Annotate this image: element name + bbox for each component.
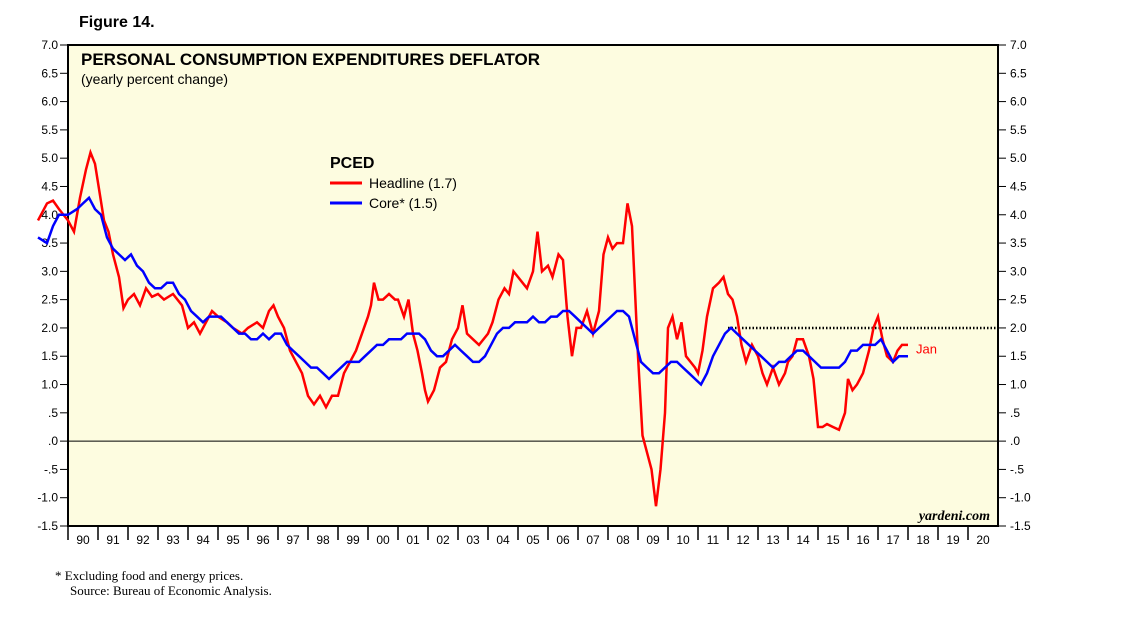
y-tick-label-left: .5 <box>48 406 58 420</box>
y-tick-label-left: -1.5 <box>37 519 58 533</box>
x-tick-label: 09 <box>646 533 660 547</box>
y-tick-label-left: -1.0 <box>37 491 58 505</box>
y-tick-label-right: -.5 <box>1010 462 1024 476</box>
x-tick-label: 98 <box>316 533 330 547</box>
x-tick-label: 03 <box>466 533 480 547</box>
x-tick-label: 91 <box>106 533 120 547</box>
x-tick-label: 95 <box>226 533 240 547</box>
y-tick-label-left: 3.0 <box>41 264 58 278</box>
y-tick-label-right: -1.5 <box>1010 519 1031 533</box>
y-tick-label-right: 7.0 <box>1010 38 1027 52</box>
y-tick-label-left: 7.0 <box>41 38 58 52</box>
x-tick-label: 12 <box>736 533 750 547</box>
y-axis-right: -1.5 -1.0 -.5 .0 .5 1.0 1.5 2.0 2.5 3.0 3.5 4.0 4.5 5… <box>998 38 1031 533</box>
x-tick-label: 18 <box>916 533 930 547</box>
y-tick-label-left: 3.5 <box>41 236 58 250</box>
y-tick-label-right: .0 <box>1010 434 1020 448</box>
x-tick-label: 05 <box>526 533 540 547</box>
y-tick-label-right: 3.0 <box>1010 264 1027 278</box>
y-tick-label-right: 1.5 <box>1010 349 1027 363</box>
y-tick-label-right: 4.5 <box>1010 179 1027 193</box>
x-tick-label: 92 <box>136 533 150 547</box>
y-tick-label-left: 6.0 <box>41 95 58 109</box>
y-tick-label-left: 4.0 <box>41 208 58 222</box>
y-tick-label-left: 2.5 <box>41 293 58 307</box>
x-tick-label: 93 <box>166 533 180 547</box>
y-axis-left: -1.5 -1.0 -.5 .0 .5 1.0 1.5 2.0 2.5 3.0 3.5 4.0 4.5 5… <box>37 38 68 533</box>
y-tick-label-left: 1.0 <box>41 378 58 392</box>
x-tick-label: 04 <box>496 533 510 547</box>
y-tick-label-left: 5.0 <box>41 151 58 165</box>
source-note: Source: Bureau of Economic Analysis. <box>70 583 272 598</box>
y-tick-label-right: 5.0 <box>1010 151 1027 165</box>
y-tick-label-right: 1.0 <box>1010 378 1027 392</box>
y-tick-label-right: 2.0 <box>1010 321 1027 335</box>
y-tick-label-right: 6.0 <box>1010 95 1027 109</box>
x-tick-label: 00 <box>376 533 390 547</box>
y-tick-label-right: 6.5 <box>1010 66 1027 80</box>
x-tick-label: 10 <box>676 533 690 547</box>
chart-title: PERSONAL CONSUMPTION EXPENDITURES DEFLAT… <box>81 50 540 69</box>
y-tick-label-left: 4.5 <box>41 179 58 193</box>
x-tick-label: 14 <box>796 533 810 547</box>
plot-area <box>67 44 999 527</box>
legend: PCED Headline (1.7) Core* (1.5) <box>330 155 457 211</box>
x-tick-label: 94 <box>196 533 210 547</box>
x-axis: 90 91 92 93 94 95 96 97 98 99 00 01 02 03 04 05 06 07 08 09… <box>67 526 990 547</box>
y-tick-label-right: .5 <box>1010 406 1020 420</box>
y-tick-label-left: .0 <box>48 434 58 448</box>
y-tick-label-right: 2.5 <box>1010 293 1027 307</box>
figure-label: Figure 14. <box>79 14 155 31</box>
x-tick-label: 15 <box>826 533 840 547</box>
x-tick-label: 97 <box>286 533 300 547</box>
x-tick-label: 08 <box>616 533 630 547</box>
chart-subtitle: (yearly percent change) <box>81 71 228 87</box>
y-tick-label-left: 2.0 <box>41 321 58 335</box>
x-tick-label: 90 <box>76 533 90 547</box>
x-tick-label: 06 <box>556 533 570 547</box>
x-tick-label: 19 <box>946 533 960 547</box>
x-tick-label: 99 <box>346 533 360 547</box>
y-tick-label-right: 5.5 <box>1010 123 1027 137</box>
series-line-headline <box>36 148 908 507</box>
x-tick-label: 16 <box>856 533 870 547</box>
footnote: * Excluding food and energy prices. <box>55 568 244 583</box>
x-tick-label: 11 <box>707 533 720 547</box>
series-line-core <box>37 195 908 387</box>
y-tick-label-right: -1.0 <box>1010 491 1031 505</box>
legend-title: PCED <box>330 155 374 172</box>
y-tick-label-right: 4.0 <box>1010 208 1027 222</box>
y-tick-label-right: 3.5 <box>1010 236 1027 250</box>
y-tick-label-left: 5.5 <box>41 123 58 137</box>
y-tick-label-left: -.5 <box>44 462 58 476</box>
x-tick-label: 17 <box>886 533 900 547</box>
y-tick-label-left: 1.5 <box>41 349 58 363</box>
x-tick-label: 20 <box>976 533 990 547</box>
x-tick-label: 96 <box>256 533 270 547</box>
annotation-jan: Jan <box>916 342 937 357</box>
legend-entry-headline: Headline (1.7) <box>369 175 457 191</box>
legend-entry-core: Core* (1.5) <box>369 195 437 211</box>
watermark: yardeni.com <box>917 509 990 524</box>
x-tick-label: 02 <box>436 533 450 547</box>
x-tick-label: 07 <box>586 533 600 547</box>
y-tick-label-left: 6.5 <box>41 66 58 80</box>
x-tick-label: 13 <box>766 533 780 547</box>
x-tick-label: 01 <box>406 533 420 547</box>
